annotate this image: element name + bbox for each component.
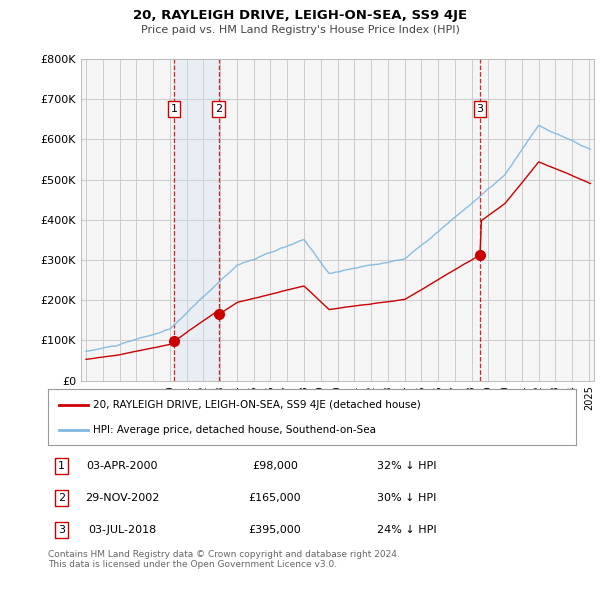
Bar bbox=[174, 59, 218, 381]
Text: 3: 3 bbox=[58, 525, 65, 535]
Text: 2: 2 bbox=[215, 104, 222, 114]
Text: 2: 2 bbox=[58, 493, 65, 503]
Text: 1: 1 bbox=[58, 461, 65, 471]
Text: 24% ↓ HPI: 24% ↓ HPI bbox=[377, 525, 437, 535]
Text: £395,000: £395,000 bbox=[248, 525, 301, 535]
Text: 20, RAYLEIGH DRIVE, LEIGH-ON-SEA, SS9 4JE: 20, RAYLEIGH DRIVE, LEIGH-ON-SEA, SS9 4J… bbox=[133, 9, 467, 22]
Text: Price paid vs. HM Land Registry's House Price Index (HPI): Price paid vs. HM Land Registry's House … bbox=[140, 25, 460, 35]
Text: 30% ↓ HPI: 30% ↓ HPI bbox=[377, 493, 437, 503]
Text: £165,000: £165,000 bbox=[249, 493, 301, 503]
Text: 03-APR-2000: 03-APR-2000 bbox=[86, 461, 158, 471]
Text: 3: 3 bbox=[476, 104, 484, 114]
Text: HPI: Average price, detached house, Southend-on-Sea: HPI: Average price, detached house, Sout… bbox=[93, 425, 376, 435]
Text: 03-JUL-2018: 03-JUL-2018 bbox=[88, 525, 156, 535]
Text: 29-NOV-2002: 29-NOV-2002 bbox=[85, 493, 159, 503]
Text: 20, RAYLEIGH DRIVE, LEIGH-ON-SEA, SS9 4JE (detached house): 20, RAYLEIGH DRIVE, LEIGH-ON-SEA, SS9 4J… bbox=[93, 400, 421, 410]
Text: 32% ↓ HPI: 32% ↓ HPI bbox=[377, 461, 437, 471]
Text: Contains HM Land Registry data © Crown copyright and database right 2024.
This d: Contains HM Land Registry data © Crown c… bbox=[48, 550, 400, 569]
Text: £98,000: £98,000 bbox=[252, 461, 298, 471]
Text: 1: 1 bbox=[170, 104, 178, 114]
